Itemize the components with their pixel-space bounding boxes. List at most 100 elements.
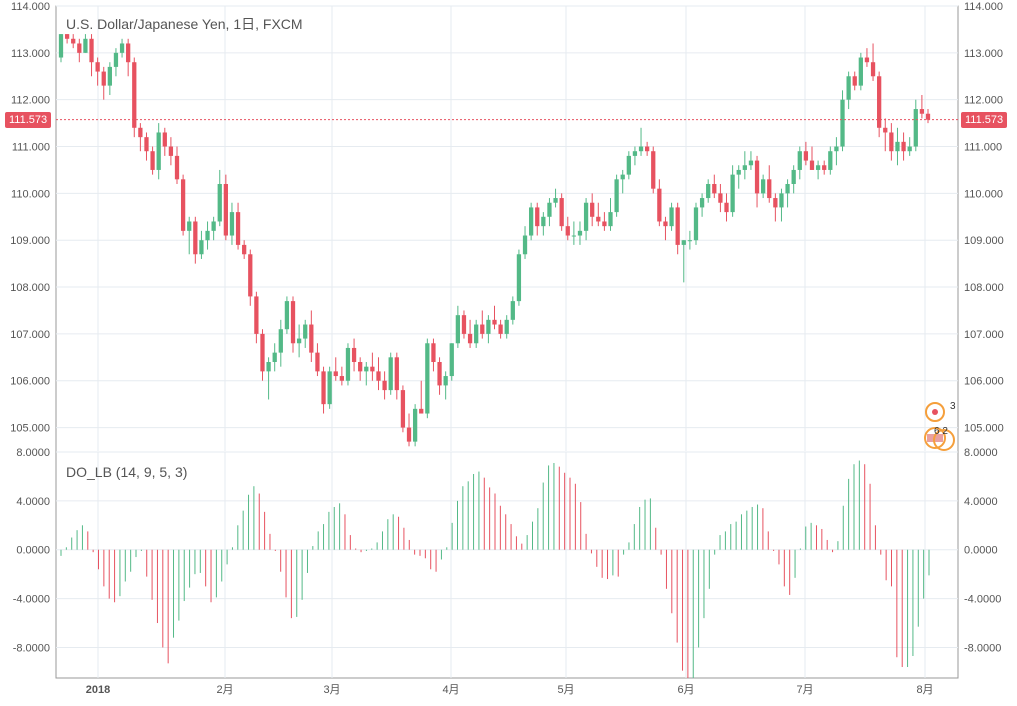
candle-body[interactable] xyxy=(553,198,558,203)
candle-body[interactable] xyxy=(706,184,711,199)
candle-body[interactable] xyxy=(889,132,894,152)
candle-body[interactable] xyxy=(858,57,863,86)
candle-body[interactable] xyxy=(425,343,430,414)
candle-body[interactable] xyxy=(510,301,515,320)
candle-body[interactable] xyxy=(254,296,259,334)
candle-body[interactable] xyxy=(834,146,839,152)
candle-body[interactable] xyxy=(883,127,888,133)
candle-body[interactable] xyxy=(388,357,393,391)
candle-body[interactable] xyxy=(95,62,100,72)
candle-body[interactable] xyxy=(541,216,546,227)
candle-body[interactable] xyxy=(303,324,308,339)
candle-body[interactable] xyxy=(71,38,76,44)
candle-body[interactable] xyxy=(712,184,717,194)
candle-body[interactable] xyxy=(803,151,809,161)
candle-body[interactable] xyxy=(870,62,876,77)
candle-body[interactable] xyxy=(547,202,552,217)
candle-body[interactable] xyxy=(742,165,747,170)
candle-body[interactable] xyxy=(620,174,625,180)
candle-body[interactable] xyxy=(272,352,277,362)
candle-body[interactable] xyxy=(901,141,906,152)
candle-body[interactable] xyxy=(449,343,454,377)
candle-body[interactable] xyxy=(669,207,674,227)
candle-body[interactable] xyxy=(455,315,461,344)
candle-body[interactable] xyxy=(498,324,503,334)
candle-body[interactable] xyxy=(400,390,406,428)
candle-body[interactable] xyxy=(474,324,479,344)
candle-body[interactable] xyxy=(278,329,283,353)
candle-body[interactable] xyxy=(364,366,369,372)
candle-body[interactable] xyxy=(358,362,363,372)
candle-body[interactable] xyxy=(248,254,253,297)
candle-body[interactable] xyxy=(138,127,143,138)
candle-body[interactable] xyxy=(528,207,534,236)
candle-body[interactable] xyxy=(467,333,473,344)
candle-body[interactable] xyxy=(840,99,845,147)
candle-body[interactable] xyxy=(58,34,64,58)
candle-body[interactable] xyxy=(419,408,424,414)
candle-body[interactable] xyxy=(437,362,442,386)
candle-body[interactable] xyxy=(211,221,216,231)
candle-body[interactable] xyxy=(492,319,497,325)
candle-body[interactable] xyxy=(681,240,686,245)
candle-body[interactable] xyxy=(235,212,241,245)
candle-body[interactable] xyxy=(785,184,790,194)
candle-body[interactable] xyxy=(101,71,106,86)
candle-body[interactable] xyxy=(193,221,198,255)
candle-body[interactable] xyxy=(174,155,180,180)
candle-body[interactable] xyxy=(321,371,326,405)
candle-body[interactable] xyxy=(77,43,82,53)
candle-body[interactable] xyxy=(156,132,161,170)
candle-body[interactable] xyxy=(333,371,338,377)
candle-body[interactable] xyxy=(693,207,699,241)
candle-body[interactable] xyxy=(767,179,772,199)
candle-body[interactable] xyxy=(296,338,302,344)
candle-body[interactable] xyxy=(443,376,448,386)
candle-body[interactable] xyxy=(718,193,723,203)
candle-body[interactable] xyxy=(217,184,222,222)
candle-body[interactable] xyxy=(565,226,570,236)
candle-body[interactable] xyxy=(461,315,467,334)
candle-body[interactable] xyxy=(779,193,784,208)
candle-body[interactable] xyxy=(614,179,619,213)
candle-body[interactable] xyxy=(657,188,662,222)
candle-body[interactable] xyxy=(382,380,387,391)
candle-body[interactable] xyxy=(730,174,735,213)
candle-body[interactable] xyxy=(229,212,235,236)
candle-body[interactable] xyxy=(522,235,528,255)
candle-body[interactable] xyxy=(162,132,167,147)
candle-body[interactable] xyxy=(590,202,595,217)
candle-body[interactable] xyxy=(64,34,70,39)
candle-body[interactable] xyxy=(913,109,918,147)
candle-body[interactable] xyxy=(828,151,833,170)
candle-body[interactable] xyxy=(309,324,314,353)
candle-body[interactable] xyxy=(394,357,399,391)
candle-body[interactable] xyxy=(608,212,613,227)
candle-body[interactable] xyxy=(504,319,509,334)
candle-body[interactable] xyxy=(675,207,680,245)
candle-body[interactable] xyxy=(761,179,766,194)
candle-body[interactable] xyxy=(223,184,228,236)
candle-body[interactable] xyxy=(852,76,857,86)
candle-body[interactable] xyxy=(480,324,485,334)
candle-body[interactable] xyxy=(846,76,851,100)
candle-body[interactable] xyxy=(83,38,88,53)
candle-body[interactable] xyxy=(699,198,705,208)
candle-body[interactable] xyxy=(535,207,540,227)
candle-body[interactable] xyxy=(107,66,112,86)
candle-body[interactable] xyxy=(327,371,332,405)
candle-body[interactable] xyxy=(736,169,741,175)
candle-body[interactable] xyxy=(199,240,204,255)
candle-body[interactable] xyxy=(645,146,650,152)
candle-body[interactable] xyxy=(663,221,668,227)
candle-body[interactable] xyxy=(180,179,186,231)
candle-body[interactable] xyxy=(877,76,882,128)
candle-body[interactable] xyxy=(754,160,760,194)
candle-body[interactable] xyxy=(412,408,418,442)
candle-body[interactable] xyxy=(89,38,94,63)
candle-body[interactable] xyxy=(260,333,265,372)
candle-body[interactable] xyxy=(895,141,900,152)
candle-body[interactable] xyxy=(290,301,296,344)
